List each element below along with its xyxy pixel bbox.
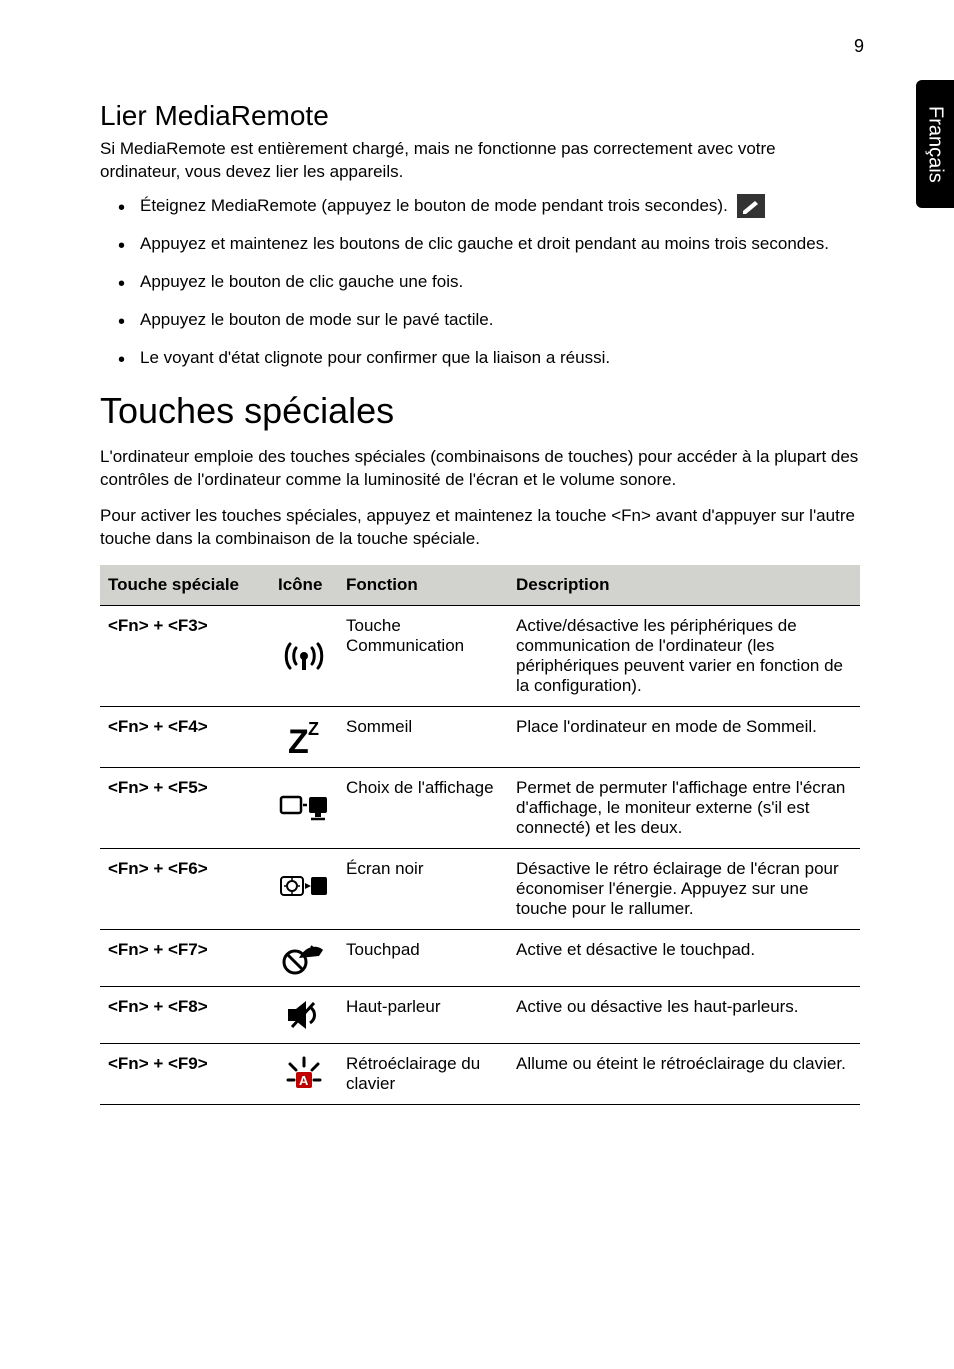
cell-func: Touchpad xyxy=(338,930,508,987)
svg-text:Z: Z xyxy=(308,719,319,739)
sleep-icon: Z Z xyxy=(282,717,326,757)
th-icon: Icône xyxy=(270,565,338,606)
bullet-item: Appuyez le bouton de clic gauche une foi… xyxy=(100,270,860,294)
cell-key: <Fn> + <F7> xyxy=(100,930,270,987)
th-func: Fonction xyxy=(338,565,508,606)
table-row: <Fn> + <F8> Haut-parleur Active ou désac… xyxy=(100,987,860,1044)
bullet-item: Appuyez le bouton de mode sur le pavé ta… xyxy=(100,308,860,332)
th-key: Touche spéciale xyxy=(100,565,270,606)
svg-text:Z: Z xyxy=(288,723,309,757)
cell-func: Sommeil xyxy=(338,707,508,768)
cell-icon xyxy=(270,768,338,849)
section1-bullets: Éteignez MediaRemote (appuyez le bouton … xyxy=(100,194,860,370)
cell-key: <Fn> + <F9> xyxy=(100,1044,270,1105)
backlight-icon: A xyxy=(282,1054,326,1094)
display-switch-icon xyxy=(279,793,329,823)
cell-key: <Fn> + <F3> xyxy=(100,606,270,707)
communication-icon xyxy=(282,638,326,674)
cell-desc: Désactive le rétro éclairage de l'écran … xyxy=(508,849,860,930)
table-row: <Fn> + <F7> Touchpad Active et désactive… xyxy=(100,930,860,987)
th-desc: Description xyxy=(508,565,860,606)
svg-text:A: A xyxy=(299,1073,309,1088)
cell-func: Touche Communication xyxy=(338,606,508,707)
cell-key: <Fn> + <F4> xyxy=(100,707,270,768)
table-row: <Fn> + <F3> Touche Communication xyxy=(100,606,860,707)
cell-desc: Active et désactive le touchpad. xyxy=(508,930,860,987)
cell-icon xyxy=(270,930,338,987)
page-content: Lier MediaRemote Si MediaRemote est enti… xyxy=(100,100,860,1105)
cell-icon xyxy=(270,987,338,1044)
section1-intro: Si MediaRemote est entièrement chargé, m… xyxy=(100,138,860,184)
cell-func: Rétroéclairage du clavier xyxy=(338,1044,508,1105)
bullet-text: Appuyez le bouton de clic gauche une foi… xyxy=(140,272,463,291)
cell-icon xyxy=(270,606,338,707)
table-row: <Fn> + <F9> A Rétroéclaira xyxy=(100,1044,860,1105)
touchpad-icon xyxy=(281,940,327,976)
cell-desc: Permet de permuter l'affichage entre l'é… xyxy=(508,768,860,849)
cell-desc: Active/désactive les périphériques de co… xyxy=(508,606,860,707)
bullet-text: Appuyez le bouton de mode sur le pavé ta… xyxy=(140,310,493,329)
bullet-item: Le voyant d'état clignote pour confirmer… xyxy=(100,346,860,370)
cell-desc: Active ou désactive les haut-parleurs. xyxy=(508,987,860,1044)
cell-desc: Place l'ordinateur en mode de Sommeil. xyxy=(508,707,860,768)
speaker-icon xyxy=(284,997,324,1033)
section1-title: Lier MediaRemote xyxy=(100,100,860,132)
mode-button-icon xyxy=(737,194,765,218)
page-number: 9 xyxy=(854,36,864,57)
cell-key: <Fn> + <F6> xyxy=(100,849,270,930)
bullet-text: Éteignez MediaRemote (appuyez le bouton … xyxy=(140,196,728,215)
cell-icon: Z Z xyxy=(270,707,338,768)
bullet-text: Appuyez et maintenez les boutons de clic… xyxy=(140,234,829,253)
cell-icon: A xyxy=(270,1044,338,1105)
cell-key: <Fn> + <F5> xyxy=(100,768,270,849)
language-tab: Français xyxy=(916,80,954,208)
cell-func: Haut-parleur xyxy=(338,987,508,1044)
screen-off-icon xyxy=(279,875,329,903)
cell-func: Choix de l'affichage xyxy=(338,768,508,849)
table-row: <Fn> + <F4> Z Z Sommeil Place l'ordinate… xyxy=(100,707,860,768)
cell-desc: Allume ou éteint le rétroéclairage du cl… xyxy=(508,1044,860,1105)
bullet-text: Le voyant d'état clignote pour confirmer… xyxy=(140,348,610,367)
hotkeys-table: Touche spéciale Icône Fonction Descripti… xyxy=(100,565,860,1105)
section2-para2: Pour activer les touches spéciales, appu… xyxy=(100,505,860,551)
table-row: <Fn> + <F6> Écran noir Désactive le xyxy=(100,849,860,930)
bullet-item: Appuyez et maintenez les boutons de clic… xyxy=(100,232,860,256)
section2-title: Touches spéciales xyxy=(100,390,860,432)
table-header-row: Touche spéciale Icône Fonction Descripti… xyxy=(100,565,860,606)
cell-key: <Fn> + <F8> xyxy=(100,987,270,1044)
section2-para1: L'ordinateur emploie des touches spécial… xyxy=(100,446,860,492)
cell-func: Écran noir xyxy=(338,849,508,930)
cell-icon xyxy=(270,849,338,930)
table-row: <Fn> + <F5> Choix de l'affichage Permet … xyxy=(100,768,860,849)
bullet-item: Éteignez MediaRemote (appuyez le bouton … xyxy=(100,194,860,219)
